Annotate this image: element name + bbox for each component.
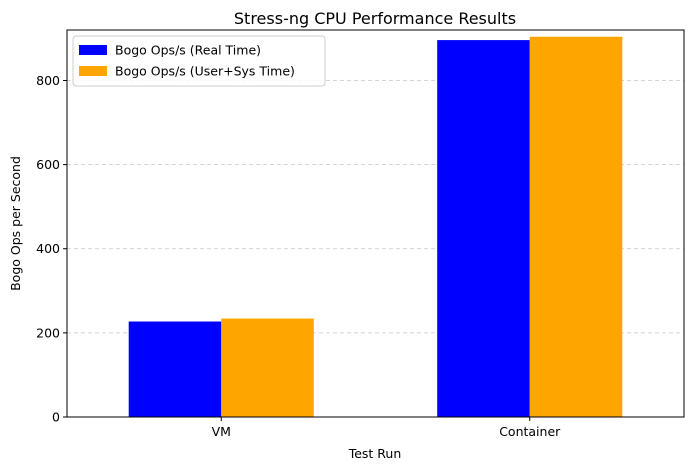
legend-box (72, 35, 326, 87)
bar-container-bogo-ops-s-user-sys-time (529, 36, 623, 417)
legend-swatch-real-time (79, 45, 107, 55)
legend-label-real-time: Bogo Ops/s (Real Time) (115, 43, 261, 58)
y-tick-label-400: 400 (36, 241, 60, 256)
x-tick-label-container: Container (499, 424, 561, 439)
y-axis-label: Bogo Ops per Second (8, 156, 23, 291)
legend-label-user-sys-time: Bogo Ops/s (User+Sys Time) (115, 64, 295, 79)
x-axis-ticks: VM Container (212, 417, 561, 439)
chart-title: Stress-ng CPU Performance Results (234, 9, 516, 28)
bar-container-bogo-ops-s-real-time (437, 40, 530, 418)
legend-swatch-user-sys-time (79, 66, 107, 76)
bar-layer (128, 36, 623, 418)
plot-area-frame (66, 29, 685, 418)
y-tick-label-200: 200 (36, 325, 60, 340)
bar-vm-bogo-ops-s-user-sys-time (221, 318, 314, 417)
y-tick-label-800: 800 (36, 73, 60, 88)
y-tick-label-600: 600 (36, 157, 60, 172)
x-tick-label-vm: VM (212, 424, 231, 439)
legend: Bogo Ops/s (Real Time) Bogo Ops/s (User+… (72, 35, 326, 87)
bar-vm-bogo-ops-s-real-time (128, 321, 222, 417)
y-tick-label-0: 0 (52, 410, 60, 425)
x-axis-label: Test Run (348, 446, 402, 461)
y-axis-ticks: 0 200 400 600 800 (36, 73, 67, 425)
